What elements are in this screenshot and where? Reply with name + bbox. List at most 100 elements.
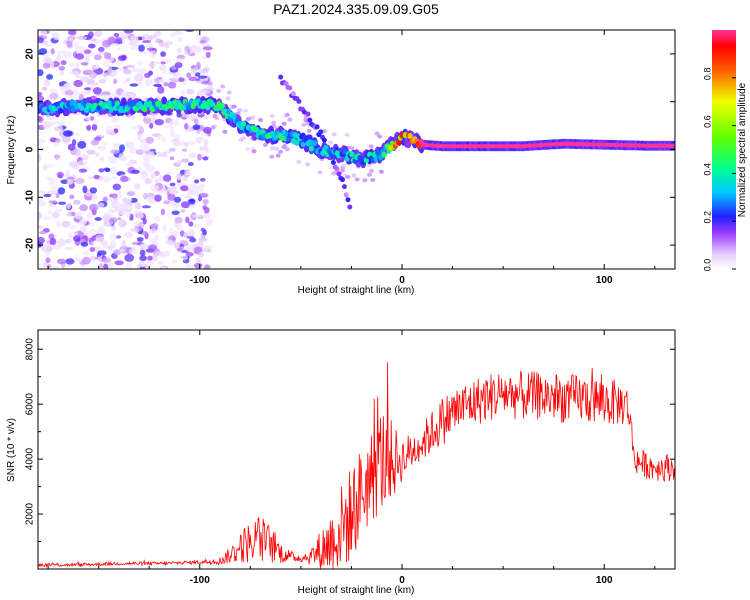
- noise-blob: [362, 178, 368, 183]
- noise-blob: [102, 60, 111, 68]
- noise-blob: [150, 172, 157, 179]
- noise-blob: [64, 89, 74, 96]
- noise-blob: [139, 173, 149, 180]
- noise-blob: [67, 30, 77, 36]
- noise-blob: [163, 200, 171, 205]
- noise-blob: [192, 124, 201, 130]
- noise-blob: [79, 226, 87, 233]
- ridge-cell: [396, 139, 402, 146]
- noise-blob: [165, 170, 174, 175]
- noise-blob: [171, 259, 178, 264]
- noise-blob: [119, 218, 125, 225]
- noise-blob: [156, 135, 165, 140]
- noise-blob: [150, 223, 159, 229]
- noise-blob: [171, 210, 180, 216]
- noise-blob: [169, 182, 176, 187]
- noise-blob: [122, 208, 133, 212]
- x-tick-label: -100: [190, 275, 210, 286]
- noise-blob: [38, 211, 43, 220]
- ridge-cell: [294, 139, 300, 146]
- noise-blob: [130, 45, 136, 51]
- noise-blob: [118, 32, 129, 37]
- noise-blob: [44, 44, 54, 48]
- colorbar-tick-label: 0.4: [702, 163, 712, 176]
- noise-blob: [176, 222, 182, 229]
- noise-blob: [89, 116, 95, 121]
- noise-blob: [198, 251, 204, 258]
- noise-blob: [97, 145, 107, 151]
- noise-blob: [192, 223, 200, 229]
- noise-blob: [281, 121, 287, 126]
- noise-blob: [370, 178, 376, 182]
- noise-blob: [68, 233, 73, 239]
- noise-blob: [45, 257, 51, 264]
- noise-blob: [162, 224, 167, 232]
- noise-blob: [142, 192, 148, 200]
- noise-blob: [188, 221, 194, 227]
- colorbar-tick-label: 0.0: [702, 259, 712, 272]
- secondary-track-cell: [345, 197, 351, 203]
- noise-blob: [278, 149, 284, 154]
- noise-blob: [174, 216, 183, 224]
- noise-blob: [117, 190, 123, 199]
- noise-blob: [85, 69, 94, 74]
- noise-blob: [188, 198, 196, 205]
- noise-blob: [103, 263, 109, 269]
- noise-blob: [201, 56, 207, 60]
- noise-blob: [50, 48, 55, 55]
- noise-blob: [38, 262, 42, 268]
- ridge-cell: [79, 105, 85, 111]
- noise-blob: [202, 245, 211, 252]
- noise-blob: [108, 198, 117, 202]
- noise-blob: [102, 72, 109, 77]
- noise-blob: [118, 153, 125, 161]
- noise-blob: [168, 227, 174, 235]
- noise-blob: [187, 187, 191, 196]
- noise-blob: [378, 169, 384, 174]
- noise-blob: [144, 178, 153, 185]
- noise-blob: [157, 260, 164, 265]
- noise-blob: [84, 56, 90, 65]
- noise-blob: [145, 136, 155, 144]
- noise-blob: [39, 230, 47, 235]
- noise-blob: [58, 72, 65, 76]
- noise-blob: [184, 123, 189, 130]
- noise-blob: [160, 61, 166, 65]
- noise-blob: [113, 143, 121, 148]
- noise-blob: [296, 159, 302, 164]
- noise-blob: [177, 247, 182, 252]
- noise-blob: [169, 33, 176, 38]
- noise-blob: [80, 241, 89, 247]
- noise-blob: [117, 55, 127, 61]
- noise-blob: [167, 185, 178, 193]
- noise-blob: [138, 113, 144, 118]
- noise-blob: [167, 193, 176, 201]
- noise-blob: [202, 156, 209, 161]
- noise-blob: [82, 250, 90, 255]
- noise-blob: [126, 210, 131, 219]
- noise-blob: [185, 252, 194, 257]
- noise-blob: [154, 119, 164, 126]
- noise-blob: [94, 217, 102, 221]
- noise-blob: [58, 124, 63, 132]
- noise-blob: [42, 30, 47, 37]
- noise-blob: [176, 160, 183, 165]
- noise-blob: [165, 43, 170, 49]
- noise-blob: [75, 148, 81, 157]
- noise-blob: [245, 147, 251, 151]
- noise-blob: [345, 175, 351, 179]
- y-tick-label: 10: [25, 96, 36, 108]
- noise-blob: [133, 183, 141, 190]
- noise-blob: [38, 196, 43, 202]
- noise-blob: [134, 202, 142, 210]
- noise-blob: [48, 200, 58, 204]
- noise-blob: [97, 250, 107, 256]
- x-tick-label: 100: [596, 275, 613, 286]
- noise-blob: [108, 65, 113, 74]
- noise-blob: [135, 149, 144, 156]
- noise-blob: [163, 250, 171, 257]
- noise-blob: [52, 32, 61, 41]
- noise-blob: [354, 177, 360, 182]
- noise-blob: [115, 235, 122, 239]
- noise-blob: [122, 69, 132, 75]
